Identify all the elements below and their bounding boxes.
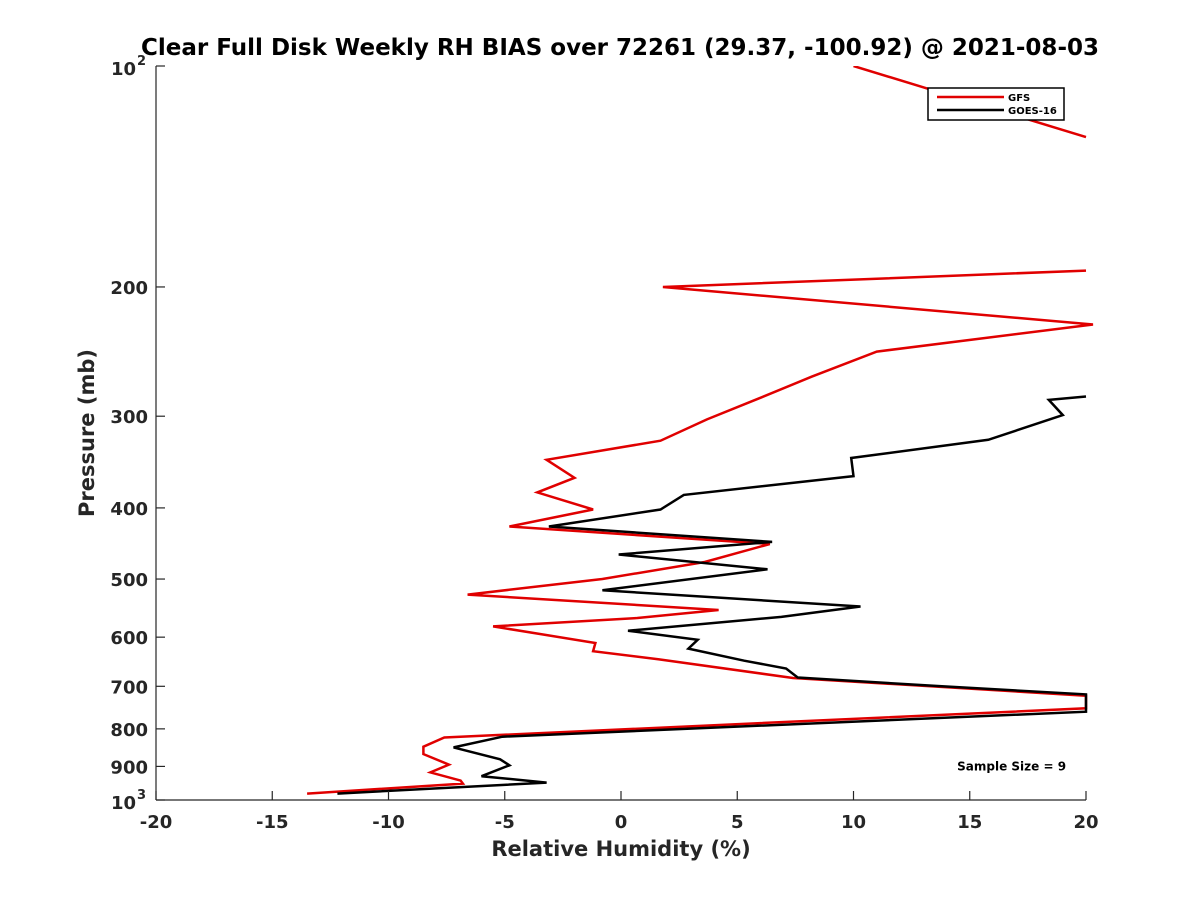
x-tick-label: -10: [372, 812, 405, 833]
series-line-goes16: [337, 395, 1088, 795]
x-tick-label: -20: [140, 812, 173, 833]
legend-label-goes16: GOES-16: [1008, 106, 1057, 117]
y-tick-label-base: 10: [111, 793, 136, 814]
y-tick-label: 900: [110, 757, 148, 778]
y-tick-label: 10 3: [111, 788, 146, 814]
y-tick-label: 400: [110, 499, 148, 520]
y-tick-label-base: 10: [111, 59, 136, 80]
y-tick-label: 800: [110, 720, 148, 741]
y-tick-label: 200: [110, 278, 148, 299]
y-tick-label-exponent: 2: [137, 54, 146, 69]
y-tick-label: 600: [110, 628, 148, 649]
y-tick-label: 300: [110, 407, 148, 428]
legend-box: [927, 87, 1065, 121]
y-tick-label: 700: [110, 677, 148, 698]
x-tick-label: -15: [256, 812, 289, 833]
chart-title: Clear Full Disk Weekly RH BIAS over 7226…: [141, 35, 1099, 61]
x-tick-label: 5: [731, 812, 744, 833]
y-axis-label: Pressure (mb): [75, 349, 99, 517]
y-tick-label: 500: [110, 570, 148, 591]
x-axis-label: Relative Humidity (%): [491, 837, 750, 861]
x-tick-label: 15: [957, 812, 982, 833]
sample-size-annotation: Sample Size = 9: [957, 759, 1066, 773]
legend-label-gfs: GFS: [1008, 93, 1030, 104]
x-tick-label: 20: [1073, 812, 1098, 833]
x-tick-label: -5: [495, 812, 515, 833]
legend: GFS GOES-16: [927, 87, 1065, 121]
y-tick-label-exponent: 3: [137, 788, 146, 803]
series-layer: [307, 66, 1094, 795]
series-line-gfs: [307, 66, 1094, 795]
y-tick-label: 10 2: [111, 54, 146, 80]
x-tick-label: 10: [841, 812, 866, 833]
x-tick-label: 0: [615, 812, 628, 833]
